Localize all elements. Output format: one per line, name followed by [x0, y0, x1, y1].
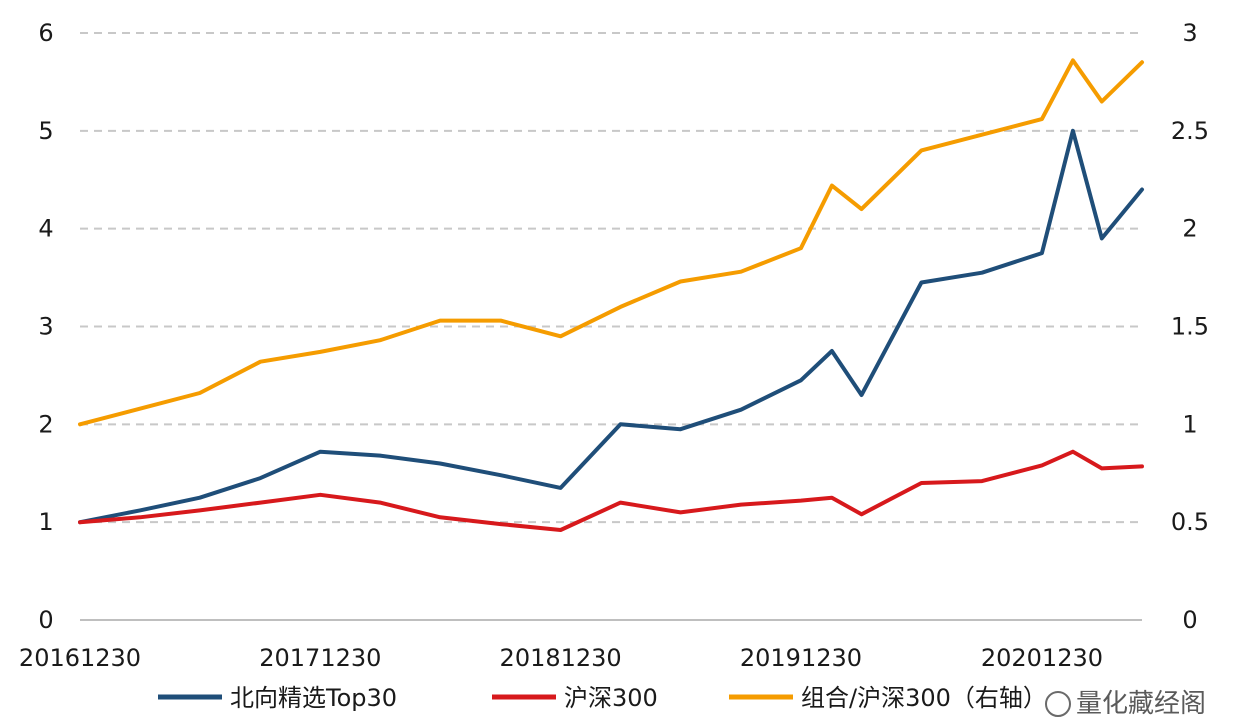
- watermark: 量化藏经阁: [1045, 689, 1206, 719]
- y-right-tick-label: 2: [1182, 215, 1197, 243]
- x-tick-label: 20181230: [500, 644, 622, 672]
- y-right-tick-label: 3: [1182, 19, 1197, 47]
- y-left-tick-label: 0: [38, 606, 53, 634]
- left-y-axis-ticks: 0 1 2 3 4 5 6: [38, 19, 53, 634]
- y-left-tick-label: 2: [38, 410, 53, 438]
- series-line: [78, 128, 1144, 525]
- gridlines: [80, 32, 1142, 621]
- y-left-tick-label: 3: [38, 313, 53, 341]
- legend-label: 北向精选Top30: [230, 684, 397, 712]
- watermark-text: 量化藏经阁: [1076, 689, 1206, 719]
- y-left-tick-label: 6: [38, 19, 53, 47]
- x-tick-label: 20171230: [259, 644, 381, 672]
- x-tick-label: 20161230: [19, 644, 141, 672]
- wechat-icon: [1045, 691, 1071, 717]
- x-tick-label: 20201230: [981, 644, 1103, 672]
- legend: 北向精选Top30 沪深300 组合/沪深300（右轴）: [158, 684, 1047, 712]
- x-tick-label: 20191230: [740, 644, 862, 672]
- y-right-tick-label: 1.5: [1171, 313, 1209, 341]
- y-left-tick-label: 5: [38, 117, 53, 145]
- y-right-tick-label: 1: [1182, 410, 1197, 438]
- y-left-tick-label: 1: [38, 508, 53, 536]
- y-right-tick-label: 0: [1182, 606, 1197, 634]
- legend-label: 组合/沪深300（右轴）: [801, 684, 1047, 712]
- y-right-tick-label: 0.5: [1171, 508, 1209, 536]
- right-y-axis-ticks: 0 0.5 1 1.5 2 2.5 3: [1171, 19, 1209, 634]
- y-right-tick-label: 2.5: [1171, 117, 1209, 145]
- x-axis-ticks: 20161230 20171230 20181230 20191230 20201230: [19, 644, 1103, 672]
- series-line: [78, 449, 1144, 532]
- series-line: [78, 58, 1144, 427]
- series-lines: [78, 58, 1144, 532]
- legend-label: 沪深300: [564, 684, 658, 712]
- y-left-tick-label: 4: [38, 215, 53, 243]
